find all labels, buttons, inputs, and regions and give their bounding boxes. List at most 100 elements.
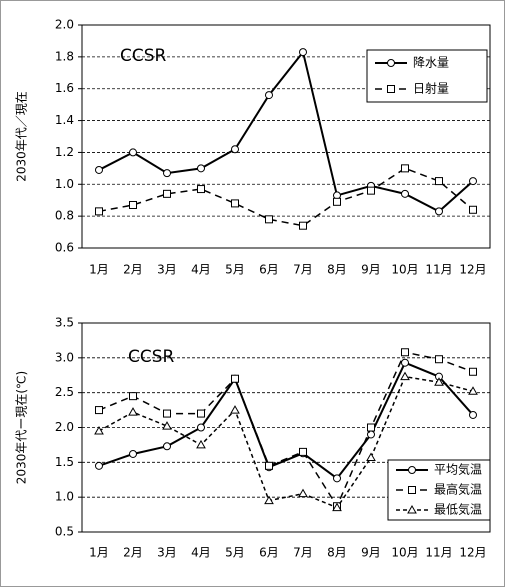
marker xyxy=(299,221,307,230)
x-tick-label: 4月 xyxy=(191,546,211,560)
marker xyxy=(333,197,341,206)
marker xyxy=(400,371,410,381)
marker xyxy=(197,409,205,418)
x-tick-label: 3月 xyxy=(157,263,177,277)
marker xyxy=(469,367,477,376)
marker xyxy=(435,177,443,186)
marker xyxy=(469,410,477,419)
marker xyxy=(264,495,274,505)
legend-label: 降水量 xyxy=(413,56,449,70)
marker xyxy=(95,165,103,174)
y-tick-label: 1.4 xyxy=(55,113,74,127)
x-tick-label: 10月 xyxy=(391,263,418,277)
marker xyxy=(387,59,395,67)
marker xyxy=(163,189,171,198)
x-tick-label: 9月 xyxy=(361,546,381,560)
annotation: CCSR xyxy=(128,347,175,367)
series-line xyxy=(98,361,474,480)
marker xyxy=(408,466,416,474)
marker xyxy=(265,91,273,100)
marker xyxy=(401,189,409,198)
y-tick-label: 0.8 xyxy=(55,209,74,223)
x-tick-label: 6月 xyxy=(259,546,279,560)
x-tick-label: 3月 xyxy=(157,546,177,560)
y-tick-label: 1.0 xyxy=(55,490,74,504)
series-line xyxy=(98,351,474,508)
marker xyxy=(401,164,409,173)
y-axis-label: 2030年代ー現在(℃) xyxy=(15,371,29,484)
legend-label: 最低気温 xyxy=(434,502,482,517)
marker xyxy=(162,421,172,430)
marker xyxy=(434,377,444,386)
marker xyxy=(129,148,137,157)
marker xyxy=(298,488,308,498)
marker xyxy=(407,504,417,514)
marker xyxy=(435,207,443,216)
y-tick-label: 2.0 xyxy=(55,420,74,434)
y-tick-label: 1.8 xyxy=(55,49,74,63)
marker xyxy=(197,164,205,173)
x-tick-label: 11月 xyxy=(425,546,452,560)
y-tick-label: 0.6 xyxy=(55,241,74,255)
x-tick-label: 11月 xyxy=(425,263,452,277)
x-tick-label: 6月 xyxy=(259,263,279,277)
x-tick-label: 7月 xyxy=(293,546,313,560)
x-tick-label: 1月 xyxy=(89,546,109,560)
legend-label: 最高気温 xyxy=(434,482,482,497)
x-tick-label: 12月 xyxy=(459,263,486,277)
marker xyxy=(231,145,239,154)
y-tick-label: 2.0 xyxy=(55,18,74,32)
y-tick-label: 3.5 xyxy=(55,316,74,330)
y-tick-label: 2.5 xyxy=(55,385,74,399)
marker xyxy=(129,449,137,458)
x-tick-label: 8月 xyxy=(327,263,347,277)
x-tick-label: 2月 xyxy=(123,546,143,560)
marker xyxy=(401,358,409,367)
y-tick-label: 3.0 xyxy=(55,350,74,364)
marker xyxy=(129,392,137,401)
x-tick-label: 4月 xyxy=(191,263,211,277)
marker xyxy=(435,355,443,364)
marker xyxy=(95,461,103,470)
marker xyxy=(197,423,205,432)
marker xyxy=(230,405,240,414)
x-tick-label: 2月 xyxy=(123,263,143,277)
marker xyxy=(129,200,137,209)
x-tick-label: 7月 xyxy=(293,263,313,277)
marker xyxy=(299,447,307,456)
legend-label: 平均気温 xyxy=(434,462,482,477)
legend-box xyxy=(366,49,488,103)
marker xyxy=(197,185,205,194)
x-tick-label: 10月 xyxy=(391,546,418,560)
y-tick-label: 1.5 xyxy=(55,455,74,469)
marker xyxy=(401,348,409,357)
legend-label: 日射量 xyxy=(413,81,449,96)
marker xyxy=(387,85,395,93)
marker xyxy=(265,461,273,470)
marker xyxy=(367,423,375,432)
marker xyxy=(231,199,239,208)
marker xyxy=(231,374,239,383)
y-tick-label: 1.0 xyxy=(55,177,74,191)
y-tick-label: 1.6 xyxy=(55,81,74,95)
series-line xyxy=(98,167,474,227)
series-line xyxy=(98,375,474,509)
marker xyxy=(95,406,103,415)
marker xyxy=(196,439,206,449)
x-tick-label: 1月 xyxy=(89,263,109,277)
marker xyxy=(408,486,416,494)
marker xyxy=(333,474,341,483)
x-tick-label: 9月 xyxy=(361,263,381,277)
marker xyxy=(265,215,273,224)
x-tick-label: 12月 xyxy=(459,546,486,560)
marker xyxy=(163,442,171,451)
y-axis-label: 2030年代／現在 xyxy=(15,91,29,182)
marker xyxy=(94,425,104,435)
y-tick-label: 0.5 xyxy=(55,525,74,539)
marker xyxy=(469,177,477,186)
marker xyxy=(299,48,307,57)
x-tick-label: 5月 xyxy=(225,546,245,560)
marker xyxy=(367,186,375,195)
plot-area xyxy=(81,322,491,533)
